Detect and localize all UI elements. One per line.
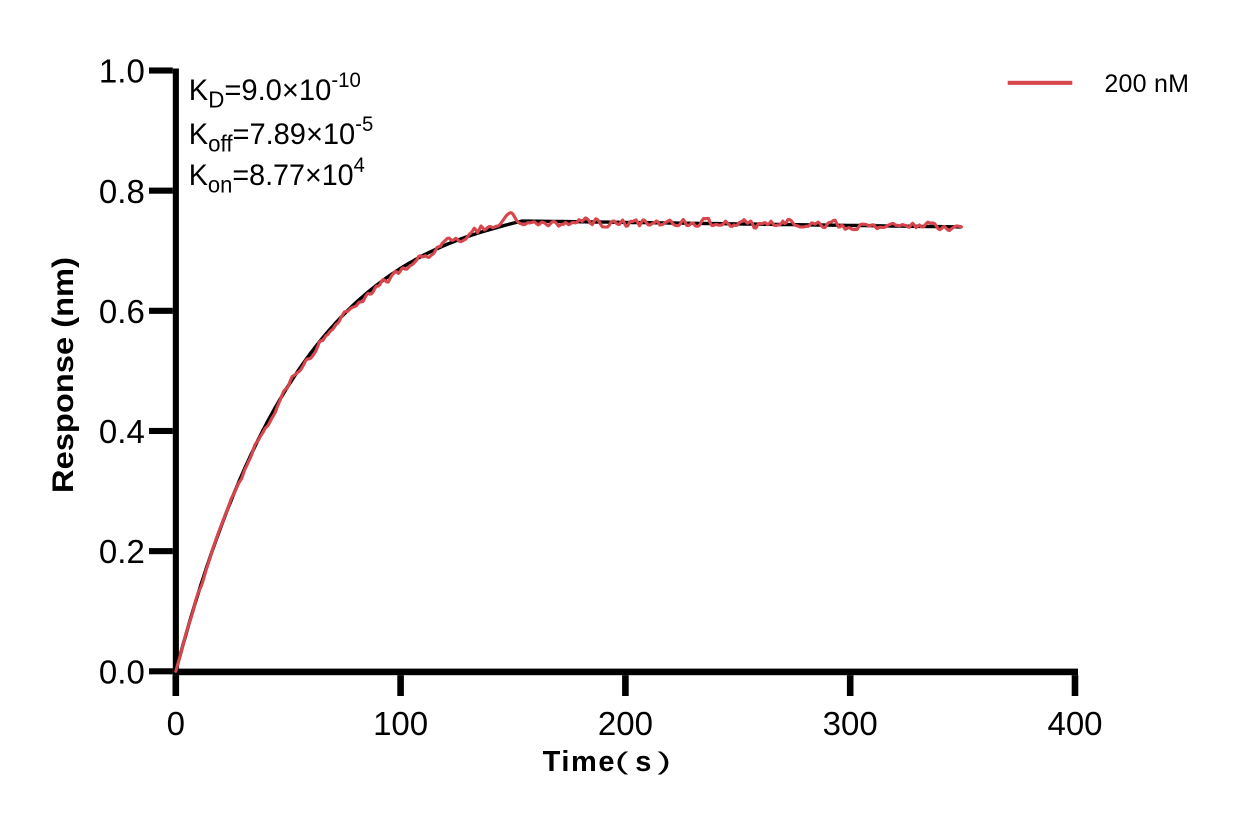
svg-text:Koff=7.89×10-5: Koff=7.89×10-5 xyxy=(189,113,373,157)
svg-text:s: s xyxy=(635,746,651,778)
svg-text:Response (nm): Response (nm) xyxy=(47,257,80,493)
svg-text:100: 100 xyxy=(373,705,428,742)
svg-text:300: 300 xyxy=(823,705,878,742)
svg-text:200: 200 xyxy=(598,705,653,742)
svg-text:(: ( xyxy=(615,747,629,775)
svg-text:1.0: 1.0 xyxy=(99,53,145,90)
svg-text:KD=9.0×10-10: KD=9.0×10-10 xyxy=(189,69,361,113)
svg-text:0: 0 xyxy=(167,705,185,742)
svg-text:400: 400 xyxy=(1047,705,1102,742)
svg-text:Time: Time xyxy=(543,746,617,778)
svg-text:0.0: 0.0 xyxy=(99,653,145,690)
svg-text:200 nM: 200 nM xyxy=(1104,70,1189,98)
svg-text:0.4: 0.4 xyxy=(99,413,145,450)
svg-text:0.8: 0.8 xyxy=(99,173,145,210)
svg-text:0.6: 0.6 xyxy=(99,293,145,330)
svg-text:): ) xyxy=(657,747,671,775)
svg-text:0.2: 0.2 xyxy=(99,533,145,570)
